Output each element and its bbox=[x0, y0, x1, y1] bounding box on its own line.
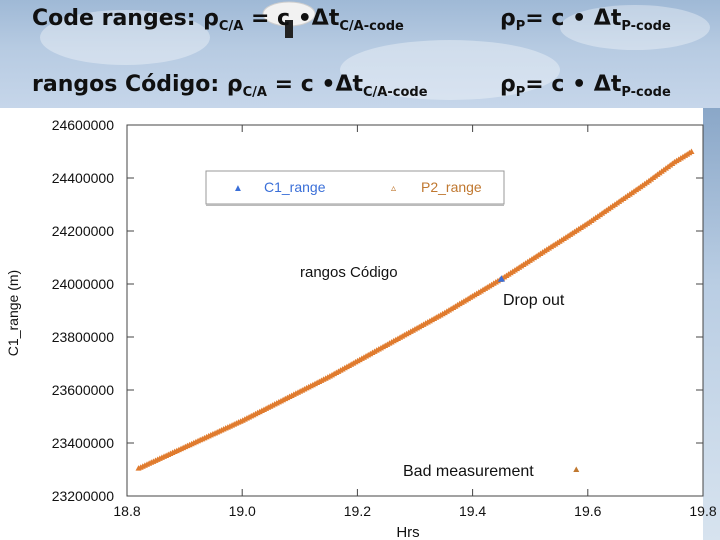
c1-range-point bbox=[497, 275, 505, 282]
background-strip bbox=[703, 108, 720, 540]
legend-marker-c1: ▲ bbox=[233, 183, 243, 194]
series-markers bbox=[135, 148, 695, 472]
y-tick-label: 24000000 bbox=[52, 276, 115, 292]
y-tick-label: 24400000 bbox=[52, 170, 115, 186]
cloud-decoration bbox=[560, 5, 710, 50]
p2-range-point bbox=[688, 148, 695, 154]
y-tick-label: 24600000 bbox=[52, 117, 115, 133]
annotation-bad-measurement: Bad measurement bbox=[403, 463, 534, 480]
header-line-1: Code ranges: ρC/A = c •ΔtC/A-code bbox=[32, 6, 404, 34]
y-tick-label: 24200000 bbox=[52, 223, 115, 239]
cloud-decoration bbox=[340, 40, 560, 100]
x-tick-label: 19.0 bbox=[229, 503, 256, 519]
legend: ▲ C1_range ▵ P2_range bbox=[205, 170, 505, 206]
y-tick-label: 23800000 bbox=[52, 329, 115, 345]
legend-marker-p2: ▵ bbox=[391, 183, 396, 194]
header-line-2: rangos Código: ρC/A = c •ΔtC/A-code bbox=[32, 72, 428, 100]
cloud-decoration bbox=[40, 10, 210, 65]
legend-box bbox=[205, 170, 505, 205]
legend-label-c1: C1_range bbox=[264, 179, 326, 195]
header-line-2-rhs: ρP= c • ΔtP-code bbox=[500, 72, 671, 100]
x-tick-label: 18.8 bbox=[113, 503, 140, 519]
x-tick-label: 19.8 bbox=[689, 503, 716, 519]
y-axis: 23200000 23400000 23600000 23800000 24000000… bbox=[52, 117, 703, 504]
header-line-1-rhs: ρP= c • ΔtP-code bbox=[500, 6, 671, 34]
y-tick-label: 23200000 bbox=[52, 488, 115, 504]
header-banner: Code ranges: ρC/A = c •ΔtC/A-code ρP= c … bbox=[0, 0, 720, 108]
y-tick-label: 23400000 bbox=[52, 435, 115, 451]
x-axis-label: Hrs bbox=[396, 524, 419, 540]
y-axis-label: C1_range (m) bbox=[5, 270, 21, 356]
annotation-rangos-codigo: rangos Código bbox=[300, 264, 398, 281]
bad-measurement-point bbox=[573, 466, 580, 472]
legend-label-p2: P2_range bbox=[421, 179, 482, 195]
x-tick-label: 19.6 bbox=[574, 503, 601, 519]
satellite-dish-icon bbox=[262, 1, 316, 38]
y-tick-label: 23600000 bbox=[52, 382, 115, 398]
x-axis: 18.8 19.0 19.2 19.4 19.6 19.8 bbox=[113, 125, 717, 519]
x-tick-label: 19.2 bbox=[344, 503, 371, 519]
x-tick-label: 19.4 bbox=[459, 503, 486, 519]
annotation-drop-out: Drop out bbox=[503, 292, 565, 309]
